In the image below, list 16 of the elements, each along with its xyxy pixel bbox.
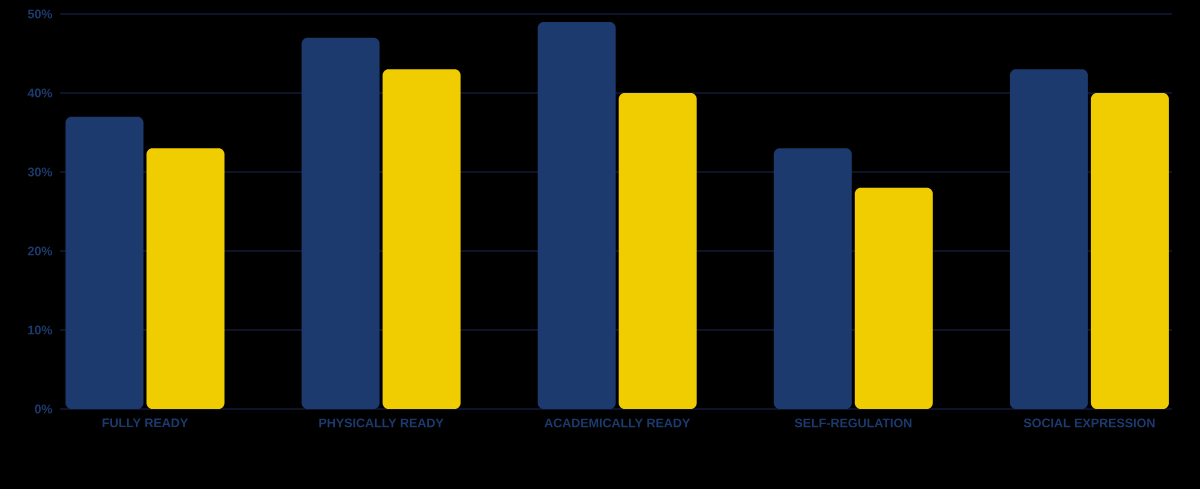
bar: [146, 148, 225, 409]
x-tick-label: PHYSICALLY READY: [319, 418, 444, 428]
bar: [382, 69, 461, 409]
bar: [618, 93, 697, 409]
y-tick-label: 10%: [28, 325, 53, 335]
x-tick-label: ACADEMICALLY READY: [544, 418, 691, 428]
bar: [1090, 93, 1169, 409]
y-tick-label: 20%: [27, 246, 53, 256]
y-tick-label: 30%: [27, 167, 53, 177]
x-tick-label: SOCIAL EXPRESSION: [1023, 418, 1155, 428]
x-tick-label: SELF-REGULATION: [794, 418, 912, 428]
y-tick-label: 50%: [27, 9, 53, 19]
bar: [854, 187, 933, 409]
y-tick-label: 0%: [34, 404, 53, 414]
x-tick-label: FULLY READY: [102, 418, 188, 428]
y-tick-label: 40%: [27, 88, 53, 98]
